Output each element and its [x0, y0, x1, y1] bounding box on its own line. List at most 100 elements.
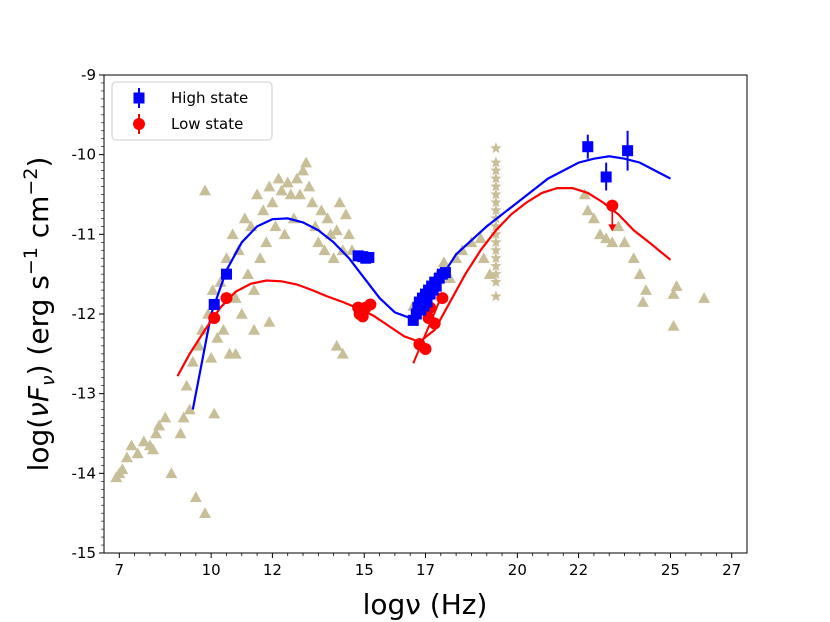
low-state-point — [208, 311, 221, 324]
archival-triangle-point — [214, 276, 227, 287]
archival-triangle-point — [321, 212, 334, 224]
archival-triangle-point — [281, 176, 294, 188]
archival-triangle-point — [229, 292, 242, 303]
archival-triangle-point — [606, 236, 619, 248]
x-tick-label: 12 — [263, 561, 282, 579]
archival-triangle-point — [272, 172, 285, 184]
archival-triangle-point — [339, 208, 352, 220]
y-tick-label: -12 — [72, 305, 97, 323]
legend-marker-high — [133, 88, 145, 108]
archival-triangle-point — [636, 296, 649, 307]
archival-triangle-point — [315, 204, 328, 216]
legend-box — [111, 81, 273, 141]
high-state-point — [439, 267, 451, 279]
x-tick-label: 15 — [355, 561, 374, 579]
high-state-point — [582, 141, 594, 153]
high-state-point — [421, 296, 433, 308]
archival-star-point — [490, 228, 502, 240]
archival-star-point — [490, 260, 502, 272]
archival-triangle-point — [248, 323, 261, 335]
upper-limit-arrow — [608, 224, 617, 232]
archival-triangle-point — [125, 439, 138, 451]
archival-triangle-point — [199, 507, 212, 518]
archival-triangle-point — [238, 212, 251, 224]
high-state-point — [363, 251, 375, 263]
archival-star-point — [490, 252, 502, 264]
high-state-point — [208, 298, 220, 310]
archival-star-point — [490, 188, 502, 200]
archival-triangle-point — [180, 379, 193, 391]
archival-triangle-point — [159, 411, 172, 423]
high-state-point — [600, 171, 612, 183]
archival-triangle-point — [483, 268, 496, 279]
archival-triangle-point — [235, 308, 248, 319]
archival-triangle-point — [667, 288, 680, 299]
archival-star-point — [490, 172, 502, 184]
archival-triangle-point — [177, 411, 190, 423]
low-state-point — [419, 343, 432, 356]
y-axis-title: log(νFν) (erg s−1 cm−2) — [20, 157, 59, 472]
archival-star-point — [490, 142, 502, 154]
archival-triangle-point — [330, 339, 343, 351]
low-state-point — [606, 199, 619, 212]
archival-triangle-point — [670, 280, 683, 291]
high-state-point — [220, 268, 232, 280]
high-state-point — [622, 145, 634, 157]
archival-triangle-point — [248, 284, 261, 295]
archival-triangle-point — [587, 212, 600, 224]
archival-triangle-point — [300, 156, 313, 168]
archival-triangle-point — [137, 435, 150, 447]
archival-triangle-point — [612, 220, 625, 232]
archival-star-point — [490, 156, 502, 168]
archival-star-point — [490, 180, 502, 192]
archival-star-point — [490, 164, 502, 176]
archival-triangle-point — [266, 196, 279, 208]
archival-triangle-point — [263, 180, 276, 192]
archival-triangle-point — [306, 196, 319, 208]
archival-triangle-point — [293, 188, 306, 200]
archival-triangle-point — [639, 284, 652, 295]
archival-triangle-point — [257, 204, 270, 216]
archival-star-point — [490, 236, 502, 248]
archival-star-point — [490, 204, 502, 216]
archival-triangle-point — [330, 224, 343, 236]
low-state-point — [364, 298, 377, 311]
low-state-point — [436, 292, 449, 305]
axes-layer: 7 10 12 15 17 20 22 25 27 -15 -14 -13 -12 -11 -10 -9 — [72, 66, 742, 579]
archival-star-point — [490, 268, 502, 279]
x-tick-label: 20 — [508, 561, 527, 579]
archival-star-point — [490, 276, 502, 287]
high-state-point — [430, 280, 442, 292]
low-state-point — [220, 292, 233, 305]
archival-triangle-point — [633, 268, 646, 279]
y-tick-label: -13 — [72, 385, 97, 403]
high-state-point — [407, 314, 419, 326]
archival-triangle-point — [600, 232, 613, 244]
archival-triangle-point — [150, 427, 163, 439]
y-tick-label: -15 — [72, 544, 97, 562]
archival-triangle-point — [578, 188, 591, 200]
archival-triangle-point — [153, 419, 166, 431]
y-tick-label: -14 — [72, 464, 97, 482]
archival-triangle-point — [303, 180, 316, 192]
low-state-xray-segment — [412, 293, 444, 364]
archival-triangle-point — [278, 228, 291, 240]
legend-marker-low — [133, 114, 145, 134]
legend-label-high: High state — [171, 89, 248, 107]
archival-triangle-point — [263, 315, 276, 327]
archival-triangle-point — [208, 407, 221, 419]
archival-triangle-point — [269, 220, 282, 232]
archival-triangle-point — [183, 403, 196, 415]
archival-triangle-point — [226, 228, 239, 240]
archival-triangle-point — [116, 463, 129, 475]
archival-triangle-point — [186, 355, 199, 367]
archival-triangle-point — [312, 236, 325, 248]
legend-circle-marker — [133, 118, 145, 130]
archival-triangle-point — [327, 252, 340, 264]
archival-triangle-point — [220, 252, 233, 264]
archival-triangle-point — [254, 252, 267, 264]
archival-triangle-point — [217, 323, 230, 335]
legend-square-marker — [133, 92, 145, 104]
archival-triangle-point — [120, 451, 133, 463]
